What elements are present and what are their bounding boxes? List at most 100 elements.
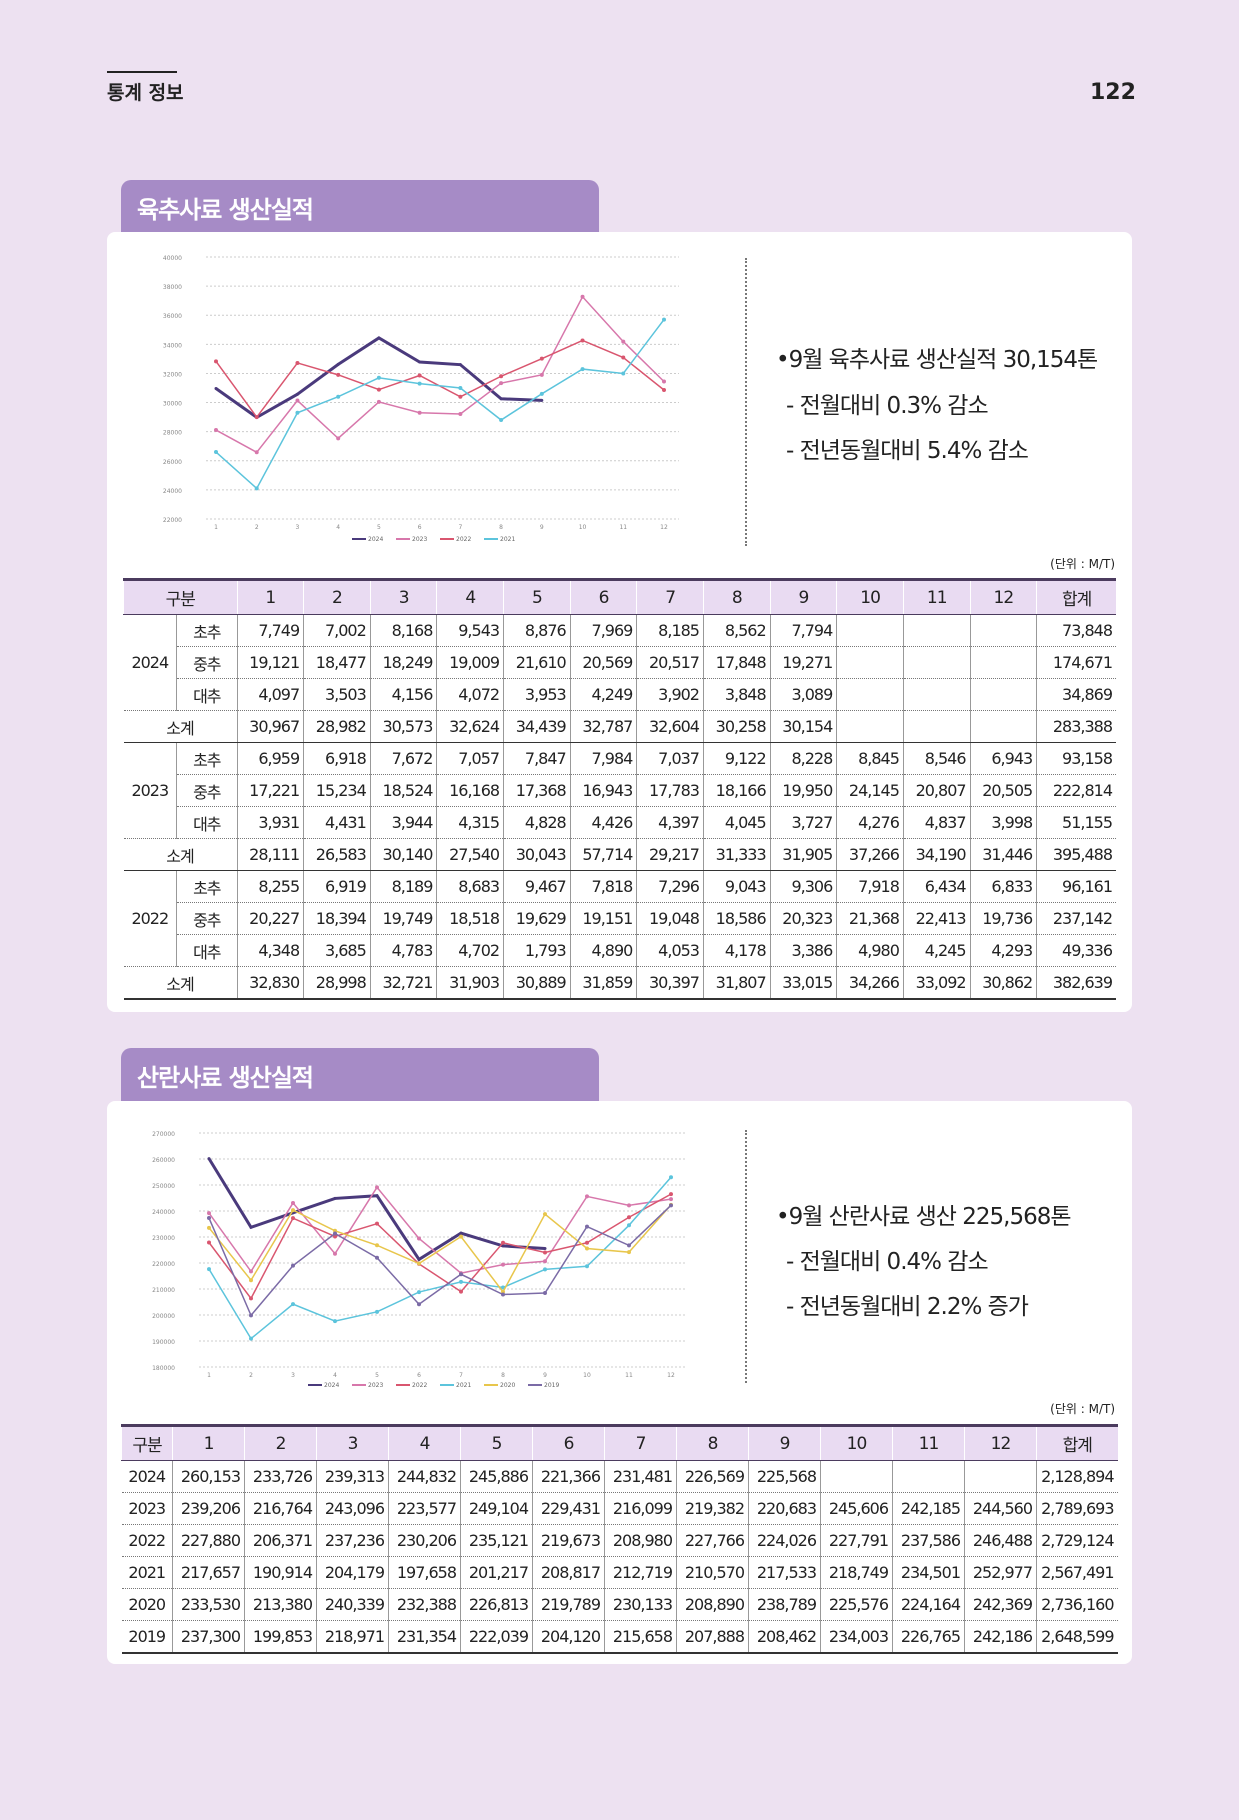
cell [902, 646, 971, 679]
cell: 216,764 [244, 1492, 317, 1525]
point [417, 410, 422, 415]
cell: 210,570 [676, 1556, 749, 1589]
cell: 96,161 [1036, 870, 1116, 903]
cell: 4,348 [236, 934, 304, 967]
x-tick-label: 12 [667, 1372, 675, 1379]
header-rule [107, 71, 177, 73]
cell: 239,206 [172, 1492, 245, 1525]
cell: 32,624 [436, 710, 504, 743]
cell: 30,573 [369, 710, 437, 743]
cell: 18,249 [369, 646, 437, 679]
cell: 245,886 [460, 1460, 533, 1493]
x-tick-label: 2 [255, 524, 259, 531]
point [207, 1157, 211, 1161]
cell: 6,943 [969, 742, 1037, 775]
y-tick-label: 240000 [152, 1209, 175, 1216]
cell: 19,749 [369, 902, 437, 935]
point [295, 398, 300, 403]
point [417, 1257, 421, 1261]
cell [836, 678, 904, 711]
series-line [208, 1193, 672, 1300]
cell: 7,847 [503, 742, 571, 775]
cell: 7,794 [769, 614, 837, 647]
point [336, 372, 341, 377]
header-cell: 합계 [1036, 578, 1116, 615]
cell: 30,258 [702, 710, 771, 743]
row: 중추 17,221 15,234 18,524 16,168 17,368 16,943 17… [124, 774, 1116, 807]
point [214, 359, 218, 364]
cell: 7,969 [569, 614, 637, 647]
cell: 30,154 [769, 710, 837, 743]
header-cell: 7 [604, 1424, 677, 1461]
cell: 32,604 [636, 710, 704, 743]
table: 구분 1 2 3 4 5 6 7 8 9 10 11 12 합계 2024 초추 7,749 7,002 8,168… [123, 578, 1116, 1000]
cell: 6,833 [969, 870, 1037, 903]
cell: 243,096 [316, 1492, 389, 1525]
row: 중추 19,121 18,477 18,249 19,009 21,610 20,569 20… [124, 646, 1116, 679]
cell: 17,848 [702, 646, 771, 679]
x-tick-label: 10 [583, 1372, 591, 1379]
point [543, 1259, 547, 1264]
cell: 중추 [176, 646, 237, 679]
unit: (단위 : M/T) [1050, 557, 1115, 571]
cell: 24,145 [836, 774, 904, 807]
cell: 8,562 [702, 614, 771, 647]
point [543, 1267, 547, 1272]
cell: 28,111 [236, 838, 304, 871]
point [499, 374, 504, 379]
point [207, 1240, 211, 1245]
x-tick-label: 8 [501, 1372, 505, 1379]
point [249, 1313, 253, 1318]
header-cell: 2 [303, 578, 371, 615]
row: 2021 217,657 190,914 204,179 197,658 201,217 2… [121, 1556, 1118, 1589]
series-line [208, 1204, 672, 1317]
point [214, 386, 218, 390]
point [540, 398, 544, 402]
point [291, 1208, 295, 1213]
point [580, 367, 585, 372]
point [333, 1319, 337, 1324]
cell: 31,446 [969, 838, 1037, 871]
legend-label: 2023 [412, 536, 427, 543]
point [291, 1200, 295, 1205]
point [499, 397, 503, 401]
point [254, 486, 259, 491]
point [621, 339, 626, 344]
cell: 226,765 [892, 1620, 965, 1654]
x-tick-label: 7 [459, 1372, 463, 1379]
cell: 3,998 [969, 806, 1037, 839]
row: 대추 3,931 4,431 3,944 4,315 4,828 4,426 4,397 4,0… [124, 806, 1116, 839]
point [207, 1216, 211, 1221]
y-tick-label: 190000 [152, 1339, 175, 1346]
cell: 51,155 [1036, 806, 1116, 839]
legend-label: 2024 [324, 1382, 339, 1389]
cell: 20,323 [769, 902, 837, 935]
cell: 197,658 [388, 1556, 461, 1589]
header-row: 구분 1 2 3 4 5 6 7 8 9 10 11 12 합계 [121, 1424, 1118, 1461]
point [501, 1244, 505, 1248]
cell: 2,128,894 [1036, 1460, 1118, 1493]
header-cell: 1 [236, 578, 304, 615]
cell [969, 678, 1037, 711]
point [295, 410, 300, 415]
cell: 208,890 [676, 1588, 749, 1621]
cell: 242,186 [964, 1620, 1037, 1654]
header-cell: 9 [769, 578, 837, 615]
cell: 30,967 [236, 710, 304, 743]
x-tick-label: 4 [333, 1372, 337, 1379]
cell: 19,271 [769, 646, 837, 679]
point [459, 1272, 463, 1277]
y-tick-label: 200000 [152, 1313, 175, 1320]
cell: 34,266 [836, 966, 904, 1000]
cell: 9,306 [769, 870, 837, 903]
header-cell: 2 [244, 1424, 317, 1461]
cell: 31,859 [569, 966, 637, 1000]
header-cell: 11 [892, 1424, 965, 1461]
cell: 246,488 [964, 1524, 1037, 1557]
cell: 3,848 [702, 678, 771, 711]
cell: 17,368 [503, 774, 571, 807]
header-cell: 12 [964, 1424, 1037, 1461]
point [249, 1269, 253, 1274]
row: 2023 239,206 216,764 243,096 223,577 249,104 2… [121, 1492, 1118, 1525]
cell: 217,657 [172, 1556, 245, 1589]
